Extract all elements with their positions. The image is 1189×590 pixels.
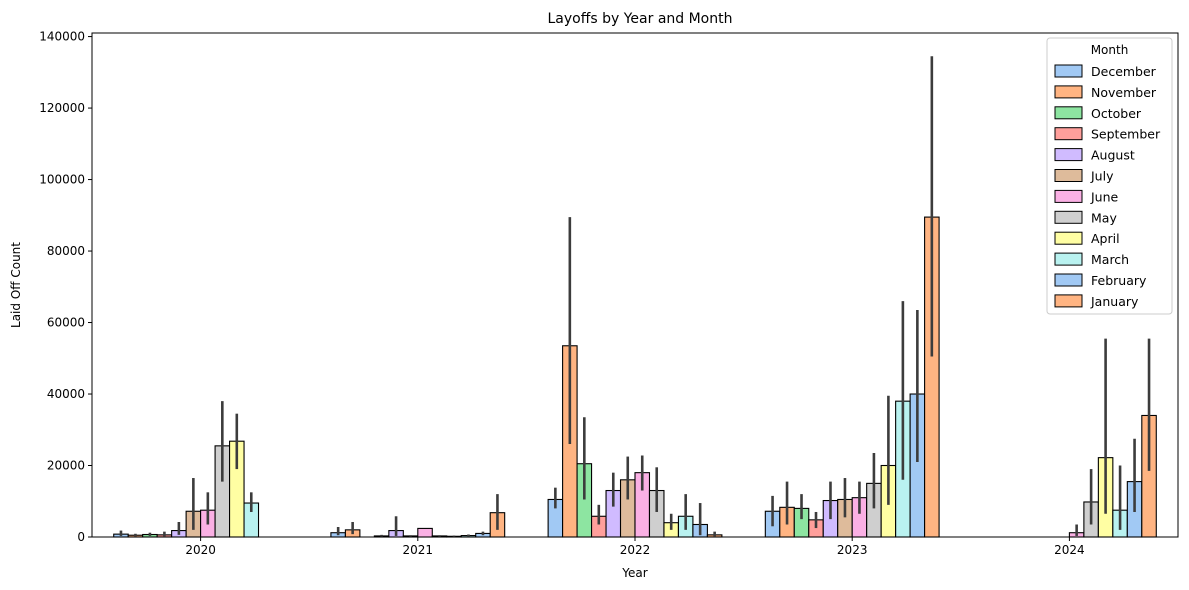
legend-label-november: November [1091, 85, 1157, 100]
legend-label-march: March [1091, 252, 1129, 267]
x-tick-label: 2023 [837, 543, 868, 557]
legend-swatch-december [1054, 64, 1083, 78]
y-tick-label: 100000 [39, 173, 85, 187]
y-tick-label: 0 [77, 530, 85, 544]
legend-swatch-february [1054, 273, 1083, 287]
x-tick-label: 2021 [403, 543, 434, 557]
legend-label-january: January [1090, 294, 1139, 309]
plot-area [113, 56, 1157, 538]
legend-title: Month [1091, 43, 1129, 57]
y-tick-label: 20000 [47, 459, 85, 473]
legend-label-february: February [1091, 273, 1147, 288]
legend: Month December November October September Aug… [1046, 37, 1173, 315]
legend-label-june: June [1090, 189, 1119, 204]
legend-label-august: August [1091, 148, 1135, 163]
legend-swatch-june [1054, 189, 1083, 203]
legend-label-october: October [1091, 106, 1142, 121]
legend-label-september: September [1091, 127, 1161, 142]
y-tick-label: 40000 [47, 387, 85, 401]
legend-swatch-april [1054, 231, 1083, 245]
legend-swatch-january [1054, 294, 1083, 308]
y-tick-label: 140000 [39, 30, 85, 44]
y-axis: 0 20000 40000 60000 80000 100000 120000 140000 [39, 30, 92, 544]
legend-swatch-july [1054, 169, 1083, 182]
y-axis-title: Laid Off Count [9, 242, 23, 328]
legend-swatch-may [1054, 210, 1083, 224]
x-axis-title: Year [621, 566, 647, 580]
y-tick-label: 80000 [47, 244, 85, 258]
x-tick-label: 2024 [1054, 543, 1085, 557]
bar-june-2021 [417, 527, 433, 538]
y-tick-label: 120000 [39, 101, 85, 115]
chart-title: Layoffs by Year and Month [547, 11, 732, 27]
x-tick-label: 2022 [620, 543, 651, 557]
legend-swatch-october [1054, 106, 1083, 120]
legend-label-april: April [1091, 231, 1120, 246]
legend-swatch-march [1054, 252, 1083, 266]
legend-swatch-august [1054, 148, 1083, 162]
legend-label-may: May [1091, 210, 1117, 225]
plot-frame [91, 32, 1179, 538]
legend-label-july: July [1090, 169, 1114, 184]
y-tick-label: 60000 [47, 316, 85, 330]
legend-swatch-november [1054, 85, 1083, 99]
legend-swatch-september [1054, 127, 1083, 141]
x-tick-label: 2020 [185, 543, 216, 557]
x-axis: 2020 2021 2022 2023 2024 [185, 537, 1085, 557]
legend-label-december: December [1091, 64, 1157, 79]
